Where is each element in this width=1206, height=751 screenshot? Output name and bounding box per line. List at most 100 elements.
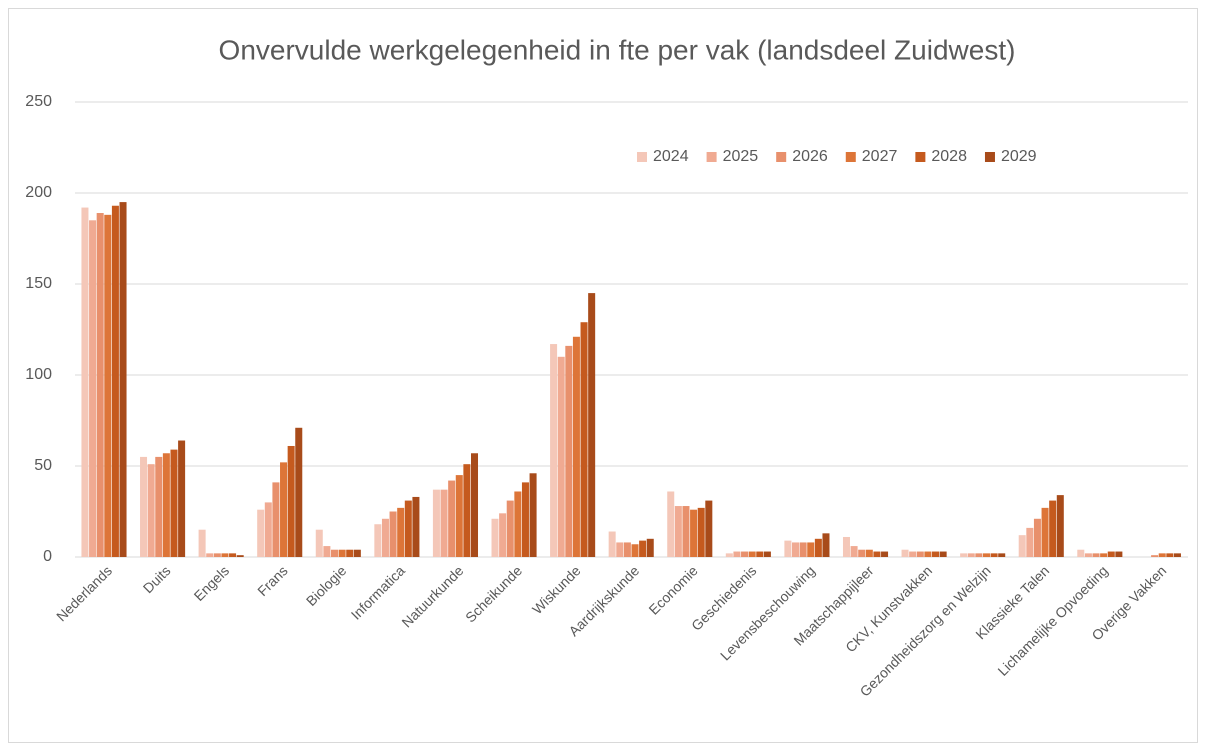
bar (990, 553, 998, 557)
bar (229, 553, 237, 557)
bar (499, 513, 507, 557)
bar (763, 551, 771, 557)
legend-label: 2026 (792, 148, 828, 165)
bar (960, 553, 968, 557)
bar (580, 322, 588, 557)
bar (389, 511, 397, 557)
bar (873, 551, 881, 557)
bar (741, 551, 749, 557)
bar (162, 453, 170, 557)
bar (939, 551, 947, 557)
bar (155, 456, 163, 557)
bar (381, 518, 389, 557)
bar (514, 491, 522, 557)
legend-label: 2024 (653, 148, 689, 165)
bar (463, 464, 471, 557)
bar (1166, 553, 1174, 557)
bar (272, 482, 280, 557)
bar (924, 551, 932, 557)
legend-swatch (984, 152, 995, 162)
legend-swatch (915, 152, 926, 162)
bar (690, 509, 698, 557)
legend-swatch (706, 152, 717, 162)
bar (448, 480, 456, 557)
bar (213, 553, 221, 557)
bar (975, 553, 983, 557)
legend-label: 2029 (1001, 148, 1037, 165)
bar (338, 549, 346, 557)
bar (96, 213, 104, 557)
bar (682, 506, 690, 557)
bar (81, 207, 89, 557)
bar (221, 553, 229, 557)
bar (1026, 527, 1034, 557)
bar (631, 544, 639, 557)
bar (982, 553, 990, 557)
bar (842, 536, 850, 557)
bar (733, 551, 741, 557)
legend-swatch (776, 152, 787, 162)
bar (521, 482, 529, 557)
bar (346, 549, 354, 557)
bar (748, 551, 756, 557)
bar (807, 542, 815, 557)
bar (295, 427, 303, 557)
bar (236, 555, 244, 557)
bar (1115, 551, 1123, 557)
bar (111, 205, 119, 558)
bar (623, 542, 631, 557)
bar (667, 491, 675, 557)
bar (404, 500, 412, 557)
bar (1033, 518, 1041, 557)
bar (280, 462, 288, 557)
bar (119, 202, 127, 557)
bar (646, 538, 654, 557)
bar (858, 549, 866, 557)
bar (608, 531, 616, 557)
legend-label: 2025 (723, 148, 759, 165)
bar (639, 540, 647, 557)
bar (1049, 500, 1057, 557)
bar (550, 344, 558, 557)
bar (865, 549, 873, 557)
bar (901, 549, 909, 557)
bar (440, 489, 448, 557)
y-tick-label: 200 (25, 184, 52, 201)
y-tick-label: 250 (25, 93, 52, 110)
legend-label: 2027 (862, 148, 898, 165)
bar (1092, 553, 1100, 557)
bar (557, 356, 565, 557)
y-tick-label: 50 (34, 457, 52, 474)
bar (1173, 553, 1181, 557)
bar (967, 553, 975, 557)
bar (353, 549, 361, 557)
bar (792, 542, 800, 557)
bar (784, 540, 792, 557)
bar (198, 529, 206, 557)
bar (814, 538, 822, 557)
bar (147, 464, 155, 557)
bar (287, 445, 295, 557)
bar (916, 551, 924, 557)
chart-title: Onvervulde werkgelegenheid in fte per va… (219, 34, 1016, 65)
bar (323, 546, 331, 557)
bar (822, 533, 830, 557)
bar (315, 529, 323, 557)
y-tick-label: 0 (43, 548, 52, 565)
bar (799, 542, 807, 557)
bar (572, 336, 580, 557)
bar (206, 553, 214, 557)
bar (529, 473, 537, 557)
bar (412, 496, 420, 557)
bar (1077, 549, 1085, 557)
bar (170, 449, 178, 557)
bar (264, 502, 272, 557)
bar (1151, 555, 1159, 557)
bar (1158, 553, 1166, 557)
bar (932, 551, 940, 557)
bar (257, 509, 265, 557)
bar (1100, 553, 1108, 557)
bar (909, 551, 917, 557)
bar (178, 440, 186, 557)
